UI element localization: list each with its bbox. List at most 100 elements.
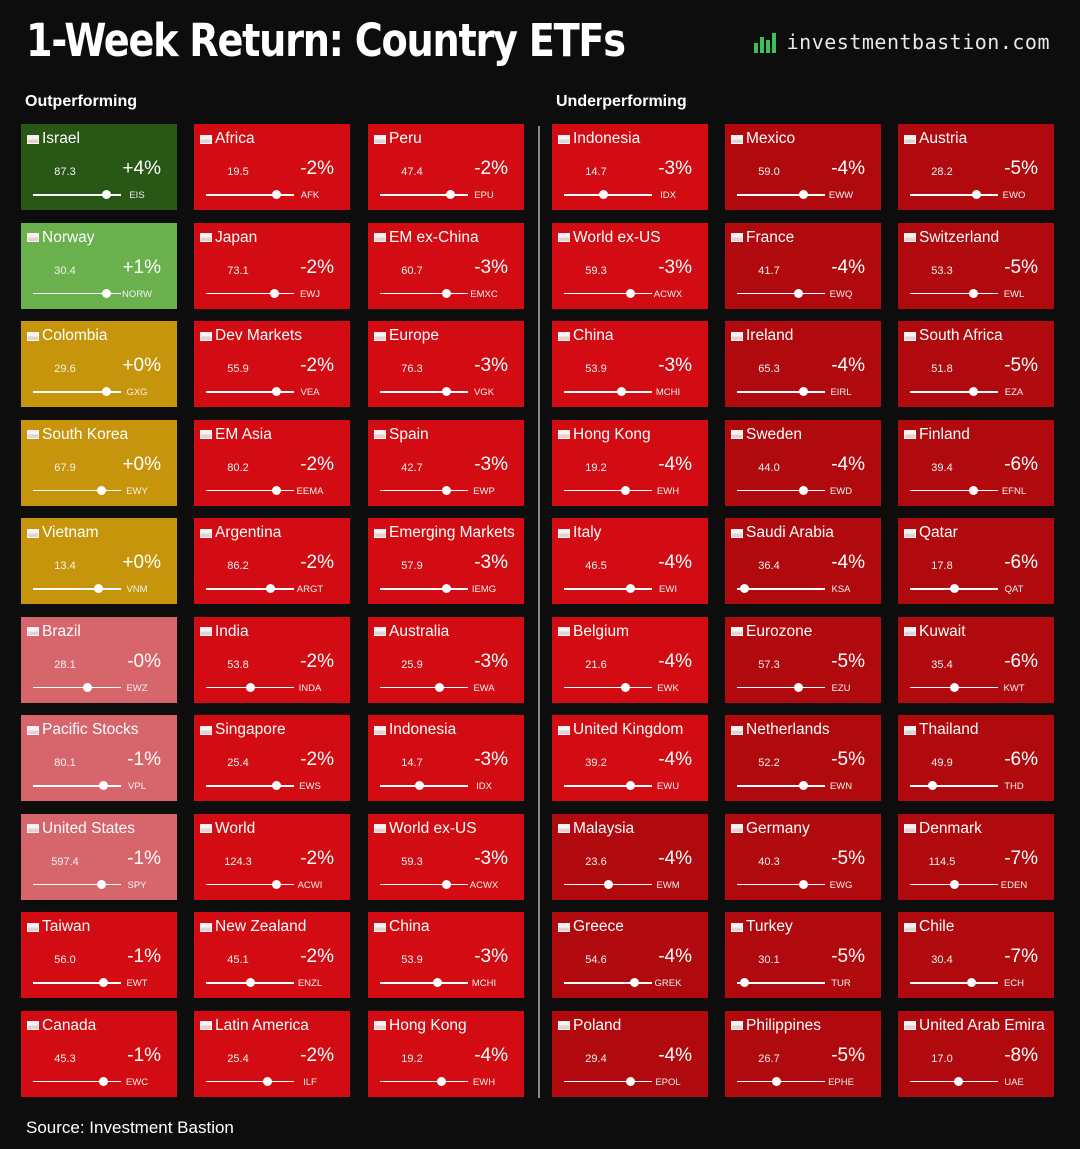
- etf-name-row: Chile: [904, 918, 1052, 936]
- price-range-marker: [435, 682, 445, 692]
- etf-ticker: ARGT: [296, 584, 324, 595]
- price-range-track: [206, 785, 294, 787]
- etf-name-row: Peru: [374, 130, 522, 148]
- etf-name: Finland: [919, 425, 970, 443]
- etf-price: 114.5: [928, 855, 956, 868]
- etf-return: -5%: [831, 847, 865, 869]
- etf-name: United Arab Emira: [919, 1016, 1045, 1034]
- price-range-track: [737, 588, 825, 590]
- etf-name: Germany: [746, 819, 810, 837]
- etf-tile: Mexico 59.0 -4% EWW: [725, 124, 881, 210]
- etf-ticker: EWK: [657, 682, 679, 694]
- etf-name-row: Japan: [200, 229, 348, 247]
- price-range-track: [910, 194, 998, 196]
- etf-price: 86.2: [227, 560, 249, 572]
- flag-icon: [27, 725, 39, 735]
- price-range-marker: [271, 485, 281, 495]
- etf-return: -5%: [831, 946, 865, 967]
- etf-name: Switzerland: [919, 228, 1000, 246]
- etf-name-row: Mexico: [731, 130, 879, 148]
- price-range-marker: [949, 584, 959, 593]
- etf-return: -2%: [300, 1044, 334, 1066]
- etf-name-row: World ex-US: [374, 820, 522, 838]
- etf-name: New Zealand: [215, 918, 307, 935]
- etf-return: -0%: [127, 650, 161, 672]
- etf-return: -7%: [1004, 847, 1038, 869]
- etf-name-row: Indonesia: [374, 721, 522, 739]
- etf-tile: Dev Markets 55.9 -2% VEA: [194, 321, 350, 407]
- etf-price: 73.1: [227, 264, 249, 277]
- etf-tile: Pacific Stocks 80.1 -1% VPL: [21, 715, 177, 801]
- etf-name-row: World: [200, 820, 348, 838]
- etf-name: World: [215, 819, 256, 837]
- etf-ticker: MCHI: [471, 978, 497, 989]
- etf-price: 28.1: [54, 658, 76, 671]
- etf-name-row: United Kingdom: [558, 721, 706, 739]
- etf-ticker: INDA: [298, 682, 322, 694]
- etf-return: -5%: [1004, 158, 1038, 179]
- etf-price: 39.4: [931, 461, 953, 474]
- etf-ticker: EWM: [656, 879, 680, 891]
- etf-name-row: Sweden: [731, 426, 879, 444]
- etf-ticker: VEA: [300, 387, 320, 398]
- price-range-track: [737, 292, 825, 294]
- etf-tile: EM Asia 80.2 -2% EEMA: [194, 419, 350, 506]
- price-range-marker: [968, 387, 978, 396]
- price-range-track: [564, 489, 652, 491]
- etf-ticker: GREK: [654, 978, 682, 989]
- etf-price: 46.5: [585, 560, 607, 572]
- etf-tile: South Korea 67.9 +0% EWY: [21, 419, 177, 506]
- etf-price: 29.6: [54, 363, 76, 375]
- price-range-track: [33, 686, 121, 688]
- etf-ticker: EWH: [656, 485, 680, 497]
- etf-tile: Saudi Arabia 36.4 -4% KSA: [725, 518, 881, 604]
- etf-name: Emerging Markets: [389, 524, 515, 541]
- price-range-marker: [625, 288, 635, 298]
- brand-text: investmentbastion.com: [786, 30, 1050, 54]
- price-range-track: [737, 883, 825, 885]
- etf-tile: Italy 46.5 -4% EWI: [552, 518, 708, 604]
- etf-return: -3%: [474, 256, 508, 278]
- price-range-marker: [603, 879, 613, 889]
- flag-icon: [27, 824, 39, 833]
- price-range-track: [33, 982, 121, 984]
- etf-price: 45.1: [227, 954, 249, 966]
- etf-name: Sweden: [746, 425, 803, 443]
- price-range-track: [564, 686, 652, 688]
- etf-return: -2%: [300, 552, 334, 573]
- flag-icon: [27, 1021, 39, 1030]
- etf-name: Saudi Arabia: [746, 524, 834, 541]
- flag-icon: [200, 331, 212, 341]
- etf-ticker: EPHE: [828, 1076, 854, 1088]
- etf-tile: France 41.7 -4% EWQ: [725, 222, 881, 309]
- etf-name: Norway: [42, 228, 95, 246]
- source-note: Source: Investment Bastion: [26, 1118, 234, 1137]
- etf-ticker: THD: [1004, 781, 1024, 792]
- etf-price: 53.9: [401, 954, 423, 966]
- etf-return: -5%: [831, 749, 865, 770]
- etf-name-row: China: [374, 918, 522, 936]
- etf-ticker: ENZL: [297, 978, 323, 989]
- etf-ticker: EWL: [1003, 288, 1025, 300]
- etf-ticker: EEMA: [296, 485, 324, 497]
- etf-name: Hong Kong: [573, 425, 651, 443]
- etf-name: Kuwait: [919, 622, 966, 640]
- etf-price: 41.7: [758, 264, 780, 277]
- etf-price: 23.6: [585, 855, 607, 868]
- price-range-track: [206, 588, 294, 590]
- etf-price: 28.2: [931, 166, 953, 178]
- etf-price: 60.7: [401, 264, 423, 277]
- etf-return: +1%: [122, 256, 161, 278]
- etf-tile: Philippines 26.7 -5% EPHE: [725, 1010, 881, 1097]
- etf-name: Indonesia: [389, 721, 457, 738]
- etf-return: -8%: [1004, 1044, 1038, 1066]
- etf-price: 19.2: [401, 1052, 423, 1065]
- etf-name: Chile: [919, 918, 955, 935]
- etf-name-row: Greece: [558, 918, 706, 936]
- etf-return: -6%: [1004, 749, 1038, 770]
- etf-name-row: Switzerland: [904, 229, 1052, 247]
- etf-ticker: EWA: [473, 682, 495, 694]
- price-range-track: [380, 1080, 468, 1082]
- etf-price: 13.4: [54, 560, 76, 572]
- etf-price: 36.4: [758, 560, 780, 572]
